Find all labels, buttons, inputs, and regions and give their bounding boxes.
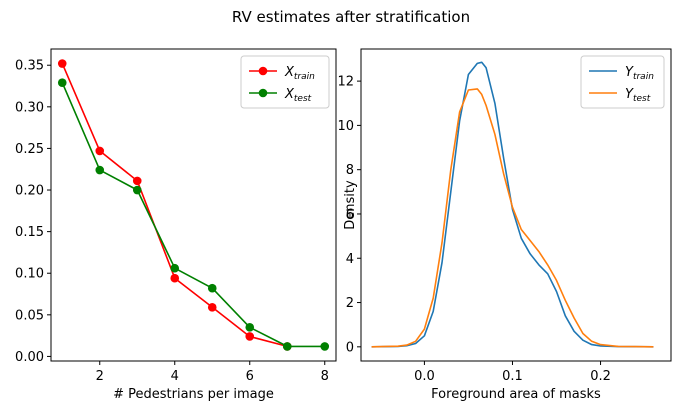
x-tick-label: 6 bbox=[246, 369, 254, 384]
legend-subscript: test bbox=[633, 94, 651, 104]
series-line-x-test bbox=[61, 82, 325, 348]
legend-subscript: train bbox=[633, 72, 654, 82]
legend-label-train: Ytrain bbox=[625, 65, 654, 82]
axes-frame bbox=[360, 48, 672, 362]
x-tick-label: 8 bbox=[321, 369, 329, 384]
legend-symbol: X bbox=[284, 65, 295, 80]
legend-box bbox=[580, 55, 665, 109]
data-point-test bbox=[57, 78, 67, 87]
x-axis-label: Foreground area of masks bbox=[431, 387, 601, 402]
y-tick-label: 0 bbox=[346, 340, 354, 355]
y-tick-label: 4 bbox=[346, 252, 354, 267]
x-tick-label: 4 bbox=[171, 369, 179, 384]
y-tick-label: 0.05 bbox=[15, 308, 44, 323]
legend-subscript: test bbox=[294, 94, 312, 104]
data-point-test bbox=[132, 185, 142, 195]
legend-label-test: Ytest bbox=[625, 87, 651, 104]
x-tick-label: 0.1 bbox=[502, 369, 523, 384]
data-point-train bbox=[245, 332, 255, 341]
data-point-train bbox=[95, 146, 105, 156]
y-tick-label: 0.30 bbox=[15, 100, 44, 115]
x-axis-label: # Pedestrians per image bbox=[113, 387, 274, 402]
series-line-y-train bbox=[371, 61, 654, 348]
data-point-test bbox=[170, 263, 180, 273]
x-tick-label: 2 bbox=[96, 369, 104, 384]
data-point-train bbox=[207, 303, 217, 312]
y-tick-label: 0.10 bbox=[15, 267, 44, 282]
x-tick-label: 0.0 bbox=[414, 369, 435, 384]
data-point-test bbox=[282, 342, 292, 351]
y-tick-label: 6 bbox=[346, 207, 354, 222]
legend-marker-test bbox=[258, 88, 268, 98]
y-tick-label: 2 bbox=[346, 296, 354, 311]
x-tick-label: 0.2 bbox=[590, 369, 611, 384]
right-chart: 0.0 0.1 0.2 0 2 4 6 8 10 12 Foreground area of mas… bbox=[337, 48, 672, 402]
left-chart: 2 4 6 8 0.00 0.05 0.10 0.15 0.20 0.25 0.30 0.35 # Pe… bbox=[15, 48, 337, 402]
legend-marker-train bbox=[258, 66, 268, 76]
legend-symbol: Y bbox=[625, 87, 634, 102]
y-tick-label: 0.20 bbox=[15, 184, 44, 199]
y-tick-label: 8 bbox=[346, 163, 354, 178]
data-point-test bbox=[95, 165, 105, 175]
data-point-train bbox=[170, 273, 180, 283]
legend-symbol: X bbox=[284, 87, 295, 102]
data-point-test bbox=[207, 283, 217, 293]
y-tick-label: 10 bbox=[337, 119, 354, 134]
y-tick-label: 0.25 bbox=[15, 142, 44, 157]
data-point-train bbox=[57, 59, 67, 68]
data-point-test bbox=[320, 342, 330, 351]
legend-label-test: Xtest bbox=[284, 87, 312, 104]
y-tick-label: 12 bbox=[337, 75, 354, 90]
legend-symbol: Y bbox=[625, 65, 634, 80]
y-tick-label: 0.00 bbox=[15, 350, 44, 365]
legend-label-train: Xtrain bbox=[284, 65, 315, 82]
series-line-y-test bbox=[371, 88, 654, 348]
figure-title: RV estimates after stratification bbox=[232, 8, 470, 26]
y-tick-label: 0.15 bbox=[15, 225, 44, 240]
y-axis-label: Density bbox=[343, 180, 358, 230]
legend-subscript: train bbox=[294, 72, 315, 82]
y-tick-label: 0.35 bbox=[15, 59, 44, 74]
data-point-test bbox=[245, 323, 255, 332]
data-point-train bbox=[132, 176, 142, 186]
axes-frame bbox=[50, 48, 337, 362]
